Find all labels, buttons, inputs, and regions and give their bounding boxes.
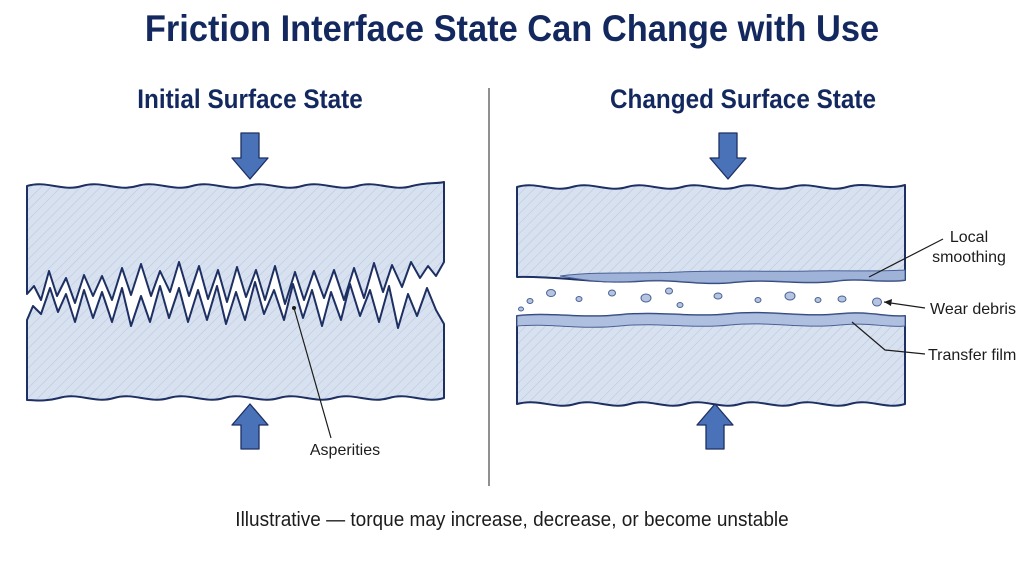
asperities-marker <box>292 306 296 310</box>
upper-block-rough <box>26 181 445 305</box>
debris-particle <box>784 291 796 301</box>
changed-surface-title: Changed Surface State <box>609 84 877 114</box>
debris-particle <box>640 293 652 303</box>
upper-block-smoothed <box>516 184 906 285</box>
local-smoothing-leader <box>868 238 944 278</box>
debris-particle <box>518 306 524 312</box>
debris-particle <box>608 289 616 297</box>
debris-particle <box>814 297 822 303</box>
transfer-film-leader <box>851 321 926 355</box>
debris-particle <box>665 287 673 295</box>
wear-debris-particles <box>518 287 882 312</box>
debris-particle <box>575 296 583 302</box>
transfer-film-layer <box>516 312 906 328</box>
initial-surface-panel: Asperities <box>26 132 445 459</box>
load-arrow-down-right <box>709 132 747 180</box>
debris-particle <box>872 297 882 307</box>
diagram-title: Friction Interface State Can Change with… <box>144 8 880 49</box>
load-arrow-down-left <box>231 132 269 180</box>
asperities-label: Asperities <box>310 442 380 459</box>
debris-particle <box>713 292 723 300</box>
debris-particle <box>546 289 556 297</box>
debris-particle <box>754 297 762 303</box>
load-arrow-up-right <box>696 403 734 450</box>
transfer-film-label: Transfer film <box>928 347 1016 364</box>
debris-particle <box>676 302 684 308</box>
lower-block-rough <box>26 281 445 402</box>
wear-debris-label: Wear debris <box>930 301 1016 318</box>
changed-surface-panel: Local smoothing Wear debris Transfer fil… <box>516 132 1016 450</box>
illustrative-caption: Illustrative — torque may increase, decr… <box>235 509 789 531</box>
local-smoothing-label-line1: Local <box>950 229 988 246</box>
debris-particle <box>526 298 534 304</box>
wear-debris-arrowhead <box>884 299 892 306</box>
debris-particle <box>837 295 847 303</box>
local-smoothing-layer <box>559 269 906 284</box>
initial-surface-title: Initial Surface State <box>137 84 363 114</box>
asperities-leader <box>293 307 332 439</box>
load-arrow-up-left <box>231 403 269 450</box>
local-smoothing-label-line2: smoothing <box>932 249 1006 266</box>
